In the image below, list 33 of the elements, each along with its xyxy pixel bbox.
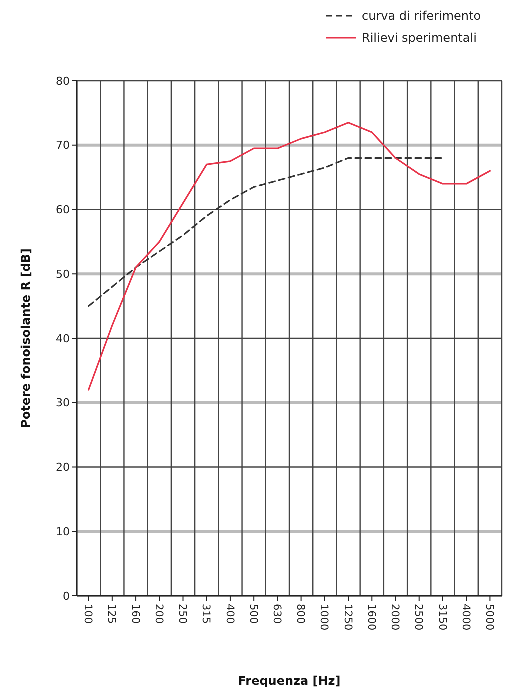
x-tick-label: 2500: [412, 604, 425, 631]
y-tick-label: 50: [56, 268, 70, 281]
x-tick-label: 100: [82, 604, 94, 624]
line-series: [88, 122, 491, 391]
legend-label: Rilievi sperimentali: [362, 31, 477, 46]
x-tick-label: 250: [176, 604, 189, 624]
y-tick-label: 0: [63, 590, 70, 603]
legend-label: curva di riferimento: [362, 9, 482, 24]
x-tick-label: 500: [247, 604, 260, 624]
x-tick-label: 800: [294, 604, 307, 624]
x-tick-label: 4000: [460, 604, 472, 631]
y-axis-title: Potere fonoisolante R [dB]: [19, 248, 33, 428]
x-tick-label: 315: [200, 604, 212, 624]
line-series: [88, 157, 444, 308]
x-tick-label: 1600: [365, 604, 378, 631]
x-tick-label: 125: [106, 604, 118, 624]
x-tick-label: 1250: [342, 604, 354, 631]
x-tick-label: 3150: [436, 604, 448, 631]
x-tick-label: 160: [129, 604, 142, 624]
y-tick-label: 40: [56, 332, 70, 346]
x-tick-label: 5000: [484, 604, 496, 631]
y-tick-label: 80: [56, 74, 70, 88]
y-tick-label: 30: [56, 396, 70, 410]
y-tick-label: 70: [56, 139, 70, 152]
x-axis-title: Frequenza [Hz]: [238, 674, 341, 688]
y-tick-label: 10: [56, 525, 70, 538]
y-tick-label: 60: [56, 204, 70, 217]
y-tick-label: 20: [56, 461, 70, 474]
x-tick-label: 2000: [389, 604, 402, 631]
x-tick-label: 630: [271, 604, 284, 624]
x-tick-label: 1000: [318, 604, 330, 631]
x-tick-label: 400: [224, 604, 236, 624]
x-tick-label: 200: [152, 604, 165, 624]
